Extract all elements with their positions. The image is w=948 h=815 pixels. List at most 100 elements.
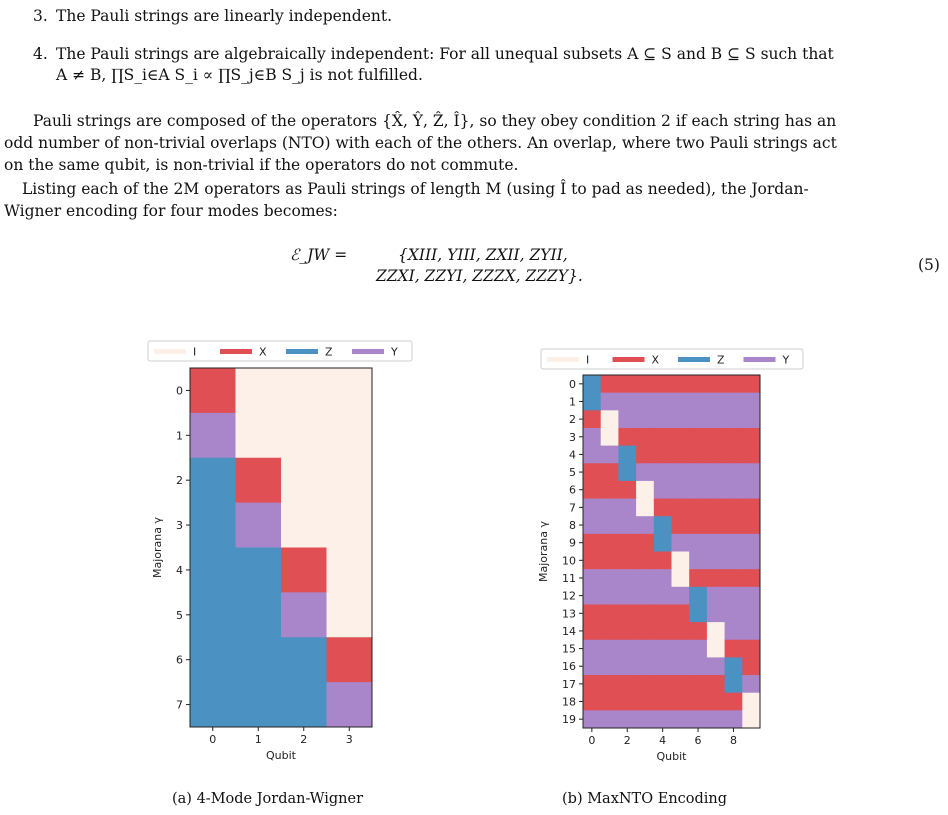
heatmap-b-cell bbox=[671, 551, 690, 570]
heatmap-a-legend-swatch bbox=[352, 349, 384, 354]
heatmap-b-legend-swatch bbox=[678, 357, 710, 362]
heatmap-a-frame bbox=[189, 367, 373, 728]
heatmap-b-cell bbox=[724, 410, 743, 429]
heatmap-a-y-tick-label: 1 bbox=[176, 429, 183, 442]
heatmap-a-y-tick-label: 3 bbox=[176, 519, 183, 532]
heatmap-b-cell bbox=[689, 480, 708, 500]
heatmap-b-y-tick-label: 9 bbox=[569, 537, 576, 550]
heatmap-b-y-tick-label: 5 bbox=[569, 466, 576, 479]
heatmap-b-cell bbox=[636, 639, 655, 658]
heatmap-b-cell bbox=[742, 604, 761, 623]
heatmap-b-cell bbox=[706, 392, 726, 411]
heatmap-b-cell bbox=[724, 392, 743, 411]
heatmap-b-cell bbox=[724, 480, 743, 500]
heatmap-b-cell bbox=[742, 692, 761, 711]
heatmap-b-y-tick-label: 7 bbox=[569, 501, 576, 514]
heatmap-b-cell bbox=[689, 498, 708, 517]
heatmap-a-cell bbox=[235, 637, 282, 683]
heatmap-a-cell bbox=[281, 412, 327, 459]
heatmap-a-cell bbox=[235, 412, 282, 459]
heatmap-b-cell bbox=[706, 480, 726, 500]
heatmap-b-cell bbox=[706, 692, 726, 711]
heatmap-b-cell bbox=[653, 569, 672, 588]
heatmap-b-cell bbox=[653, 586, 672, 605]
item4-number: 4. bbox=[33, 45, 48, 63]
heatmap-b-cell bbox=[618, 675, 637, 694]
heatmap-b-cell bbox=[671, 427, 690, 447]
heatmap-b-cell bbox=[689, 551, 708, 570]
heatmap-b-cell bbox=[706, 569, 726, 588]
heatmap-b-cell bbox=[636, 586, 655, 605]
heatmap-b-cell bbox=[689, 427, 708, 447]
heatmap-b-cell bbox=[689, 639, 708, 658]
heatmap-b-cell bbox=[706, 410, 726, 429]
heatmap-b-cell bbox=[583, 445, 602, 464]
heatmap-b-cell bbox=[724, 639, 743, 658]
heatmap-b-cell bbox=[636, 657, 655, 676]
heatmap-b-cell bbox=[636, 569, 655, 588]
heatmap-b-cell bbox=[636, 427, 655, 447]
heatmap-b-cell bbox=[600, 622, 619, 641]
heatmap-a-legend-label: X bbox=[259, 346, 267, 359]
heatmap-b-cell bbox=[724, 569, 743, 588]
heatmap-b-cell bbox=[653, 622, 672, 641]
heatmap-b-cell bbox=[618, 516, 637, 535]
heatmap-a-y-axis-label: Majorana γ bbox=[151, 517, 164, 578]
heatmap-a-legend-swatch bbox=[220, 349, 252, 354]
heatmap-a-cell bbox=[326, 637, 373, 683]
heatmap-b-legend-label: X bbox=[652, 354, 660, 367]
heatmap-b-cell bbox=[653, 445, 672, 464]
heatmap-b-y-tick-label: 14 bbox=[562, 625, 576, 638]
item3-text: The Pauli strings are linearly independe… bbox=[56, 7, 393, 25]
heatmap-b-y-tick-label: 8 bbox=[569, 519, 576, 532]
heatmap-b-cell bbox=[671, 410, 690, 429]
heatmap-a-x-tick-label: 0 bbox=[209, 733, 216, 746]
heatmap-b-cell bbox=[600, 692, 619, 711]
heatmap-b-cell bbox=[653, 498, 672, 517]
heatmap-b-y-tick-label: 15 bbox=[562, 643, 576, 656]
equation-line2: ZZXI, ZZYI, ZZZX, ZZZY}. bbox=[376, 267, 583, 285]
heatmap-b-cell bbox=[706, 445, 726, 464]
heatmap-b-y-tick-label: 13 bbox=[562, 607, 576, 620]
heatmap-b-y-tick-label: 12 bbox=[562, 590, 576, 603]
item3-number: 3. bbox=[33, 7, 48, 25]
heatmap-b-cell bbox=[742, 710, 761, 729]
heatmap-b-cell bbox=[671, 516, 690, 535]
heatmap-b-y-tick-label: 6 bbox=[569, 484, 576, 497]
heatmap-b-cell bbox=[583, 427, 602, 447]
heatmap-a-cell bbox=[326, 682, 373, 728]
heatmap-b-cell bbox=[636, 551, 655, 570]
heatmap-b-cell bbox=[706, 498, 726, 517]
heatmap-b-cell bbox=[583, 675, 602, 694]
heatmap-b-cell bbox=[671, 533, 690, 552]
heatmap-a-y-tick-label: 4 bbox=[176, 564, 183, 577]
heatmap-b-cell bbox=[671, 375, 690, 394]
heatmap-b-cell bbox=[618, 480, 637, 500]
heatmap-a-cell bbox=[281, 592, 327, 638]
heatmap-a-x-tick-label: 1 bbox=[255, 733, 262, 746]
heatmap-b-cell bbox=[600, 657, 619, 676]
heatmap-a-legend bbox=[147, 340, 413, 362]
heatmap-b-cell bbox=[689, 569, 708, 588]
heatmap-b-y-axis-label: Majorana γ bbox=[537, 521, 550, 582]
heatmap-b-cell bbox=[706, 710, 726, 729]
heatmap-b-cell bbox=[706, 516, 726, 535]
heatmap-b-x-tick-label: 2 bbox=[624, 734, 631, 747]
heatmap-b-cell bbox=[742, 392, 761, 411]
heatmap-b-cell bbox=[618, 551, 637, 570]
heatmap-b-cell bbox=[706, 622, 726, 641]
heatmap-b-cell bbox=[724, 586, 743, 605]
heatmap-b-y-tick-label: 19 bbox=[562, 713, 576, 726]
heatmap-b-cell bbox=[653, 710, 672, 729]
heatmap-b-cell bbox=[689, 692, 708, 711]
heatmap-b-y-tick-label: 16 bbox=[562, 660, 576, 673]
heatmap-b-cell bbox=[653, 639, 672, 658]
heatmap-b-cell bbox=[671, 710, 690, 729]
paragraph2-line2: Wigner encoding for four modes becomes: bbox=[4, 202, 338, 220]
heatmap-b-cell bbox=[724, 604, 743, 623]
heatmap-b-cell bbox=[706, 604, 726, 623]
heatmap-b-cell bbox=[636, 498, 655, 517]
heatmap-a-cell bbox=[326, 412, 373, 459]
heatmap-b-y-tick-label: 17 bbox=[562, 678, 576, 691]
heatmap-b-cell bbox=[742, 427, 761, 447]
